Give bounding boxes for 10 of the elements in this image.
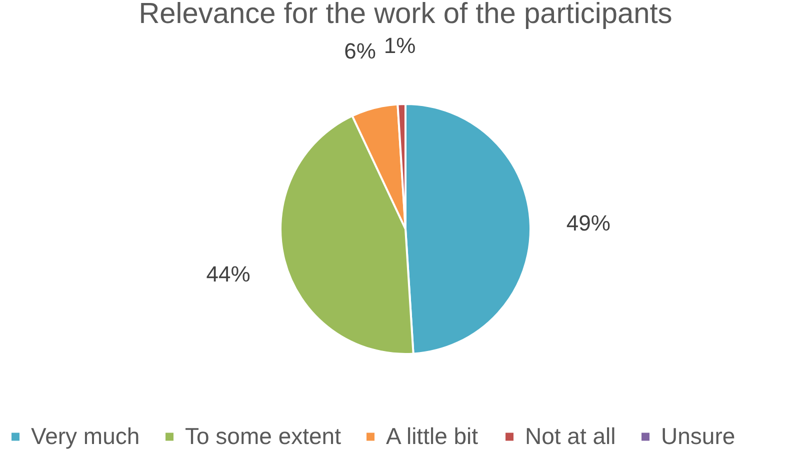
legend-label: To some extent bbox=[185, 422, 342, 449]
data-label: 44% bbox=[206, 262, 250, 287]
legend-label: Not at all bbox=[525, 422, 616, 449]
legend-label: Unsure bbox=[661, 422, 736, 449]
chart-title: Relevance for the work of the participants bbox=[138, 0, 672, 30]
legend-label: A little bit bbox=[386, 422, 479, 449]
data-label: 49% bbox=[566, 210, 610, 236]
data-label: 1% bbox=[384, 33, 416, 58]
data-label: 6% bbox=[344, 38, 376, 64]
legend-label: Very much bbox=[31, 422, 140, 449]
